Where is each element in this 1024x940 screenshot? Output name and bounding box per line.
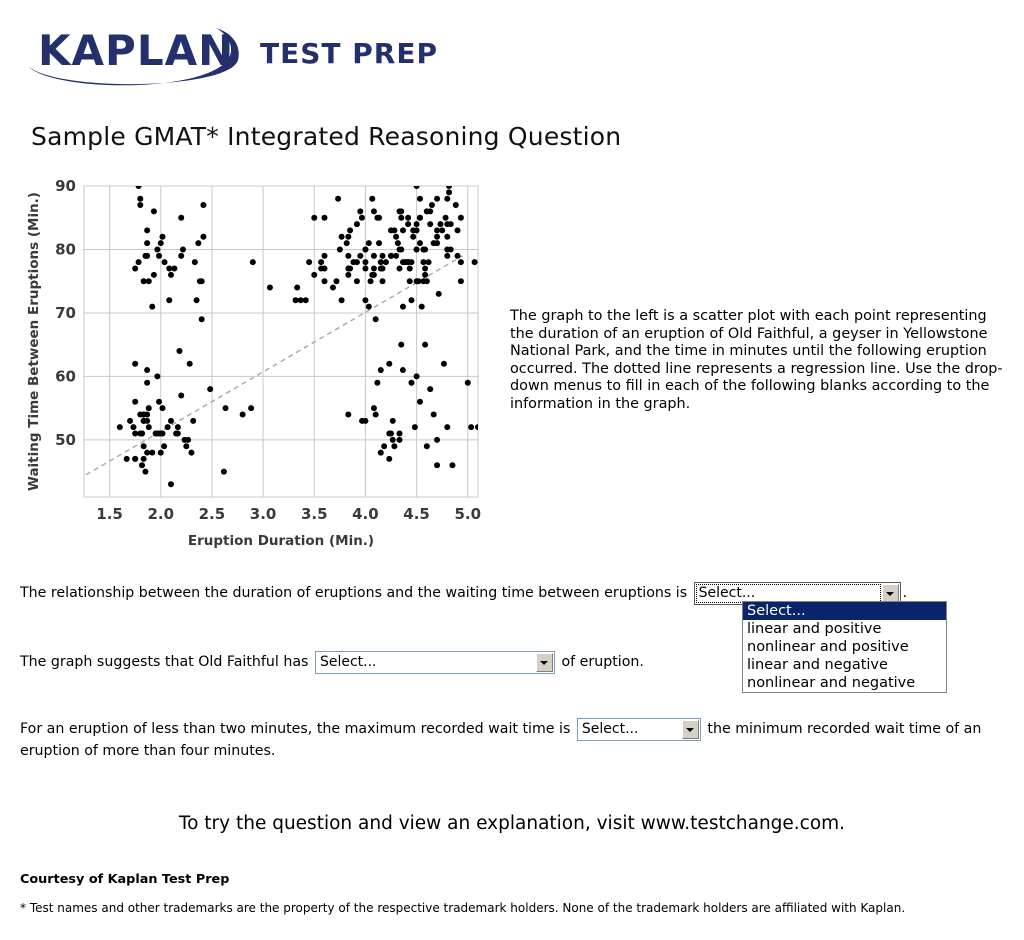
chevron-down-icon[interactable] bbox=[535, 653, 553, 672]
courtesy-line: Courtesy of Kaplan Test Prep bbox=[20, 872, 230, 887]
question-comparison-text-after: the minimum recorded wait time of an eru… bbox=[20, 721, 982, 759]
dropdown-option[interactable]: Select... bbox=[743, 602, 946, 620]
trademark-disclaimer: * Test names and other trademarks are th… bbox=[20, 901, 906, 915]
question-eruption-text-before: The graph suggests that Old Faithful has bbox=[20, 654, 309, 670]
question-comparison-text-before: For an eruption of less than two minutes… bbox=[20, 721, 571, 737]
select-comparison-value: Select... bbox=[581, 721, 639, 737]
svg-text:5.0: 5.0 bbox=[454, 505, 481, 523]
chevron-down-icon[interactable] bbox=[681, 720, 699, 739]
select-eruption-value: Select... bbox=[319, 654, 377, 670]
svg-text:50: 50 bbox=[55, 431, 76, 449]
select-eruption[interactable]: Select... bbox=[314, 651, 555, 674]
kaplan-logo-svg: KAPLAN TEST PREP bbox=[28, 26, 438, 86]
question-relationship-text-after: . bbox=[902, 585, 908, 601]
page-title: Sample GMAT* Integrated Reasoning Questi… bbox=[31, 122, 622, 151]
question-eruption-text-after: of eruption. bbox=[561, 654, 644, 670]
svg-text:90: 90 bbox=[55, 177, 76, 195]
question-relationship-text-before: The relationship between the duration of… bbox=[20, 585, 688, 601]
question-comparison: For an eruption of less than two minutes… bbox=[20, 718, 1015, 763]
svg-text:80: 80 bbox=[55, 240, 76, 258]
dropdown-option[interactable]: linear and negative bbox=[747, 657, 888, 673]
svg-text:1.5: 1.5 bbox=[96, 505, 123, 523]
dropdown-options-relationship[interactable]: Select... linear and positive nonlinear … bbox=[742, 601, 947, 693]
dropdown-option[interactable]: nonlinear and negative bbox=[747, 675, 916, 691]
logo-tagline: TEST PREP bbox=[260, 37, 438, 70]
svg-text:3.0: 3.0 bbox=[250, 505, 277, 523]
dropdown-option[interactable]: linear and positive bbox=[747, 621, 882, 637]
question-relationship: The relationship between the duration of… bbox=[20, 582, 1010, 605]
graph-description: The graph to the left is a scatter plot … bbox=[510, 308, 1003, 412]
svg-text:2.0: 2.0 bbox=[147, 505, 174, 523]
question-eruption: The graph suggests that Old Faithful has… bbox=[20, 651, 1010, 674]
visit-line: To try the question and view an explanat… bbox=[178, 813, 846, 834]
select-relationship[interactable]: Select... bbox=[693, 582, 901, 605]
scatter-plot: 50 60 70 80 90 1.5 2.0 2.5 3.0 3.5 4.0 4.5 5.0 Erupti… bbox=[20, 170, 500, 560]
scatter-plot-svg: 50 60 70 80 90 1.5 2.0 2.5 3.0 3.5 4.0 4.5 5.0 Erupti… bbox=[26, 177, 481, 549]
svg-text:4.0: 4.0 bbox=[352, 505, 379, 523]
svg-text:2.5: 2.5 bbox=[199, 505, 226, 523]
select-comparison[interactable]: Select... bbox=[576, 718, 701, 741]
kaplan-logo: KAPLAN TEST PREP bbox=[22, 18, 482, 88]
svg-text:70: 70 bbox=[55, 304, 76, 322]
svg-text:4.5: 4.5 bbox=[403, 505, 430, 523]
dropdown-option[interactable]: nonlinear and positive bbox=[747, 639, 909, 655]
svg-text:Waiting Time Between Eruptions: Waiting Time Between Eruptions (Min.) bbox=[26, 192, 42, 491]
svg-text:Eruption Duration (Min.): Eruption Duration (Min.) bbox=[188, 533, 374, 549]
svg-text:3.5: 3.5 bbox=[301, 505, 328, 523]
logo-wordmark: KAPLAN bbox=[38, 26, 234, 75]
svg-text:60: 60 bbox=[55, 367, 76, 385]
